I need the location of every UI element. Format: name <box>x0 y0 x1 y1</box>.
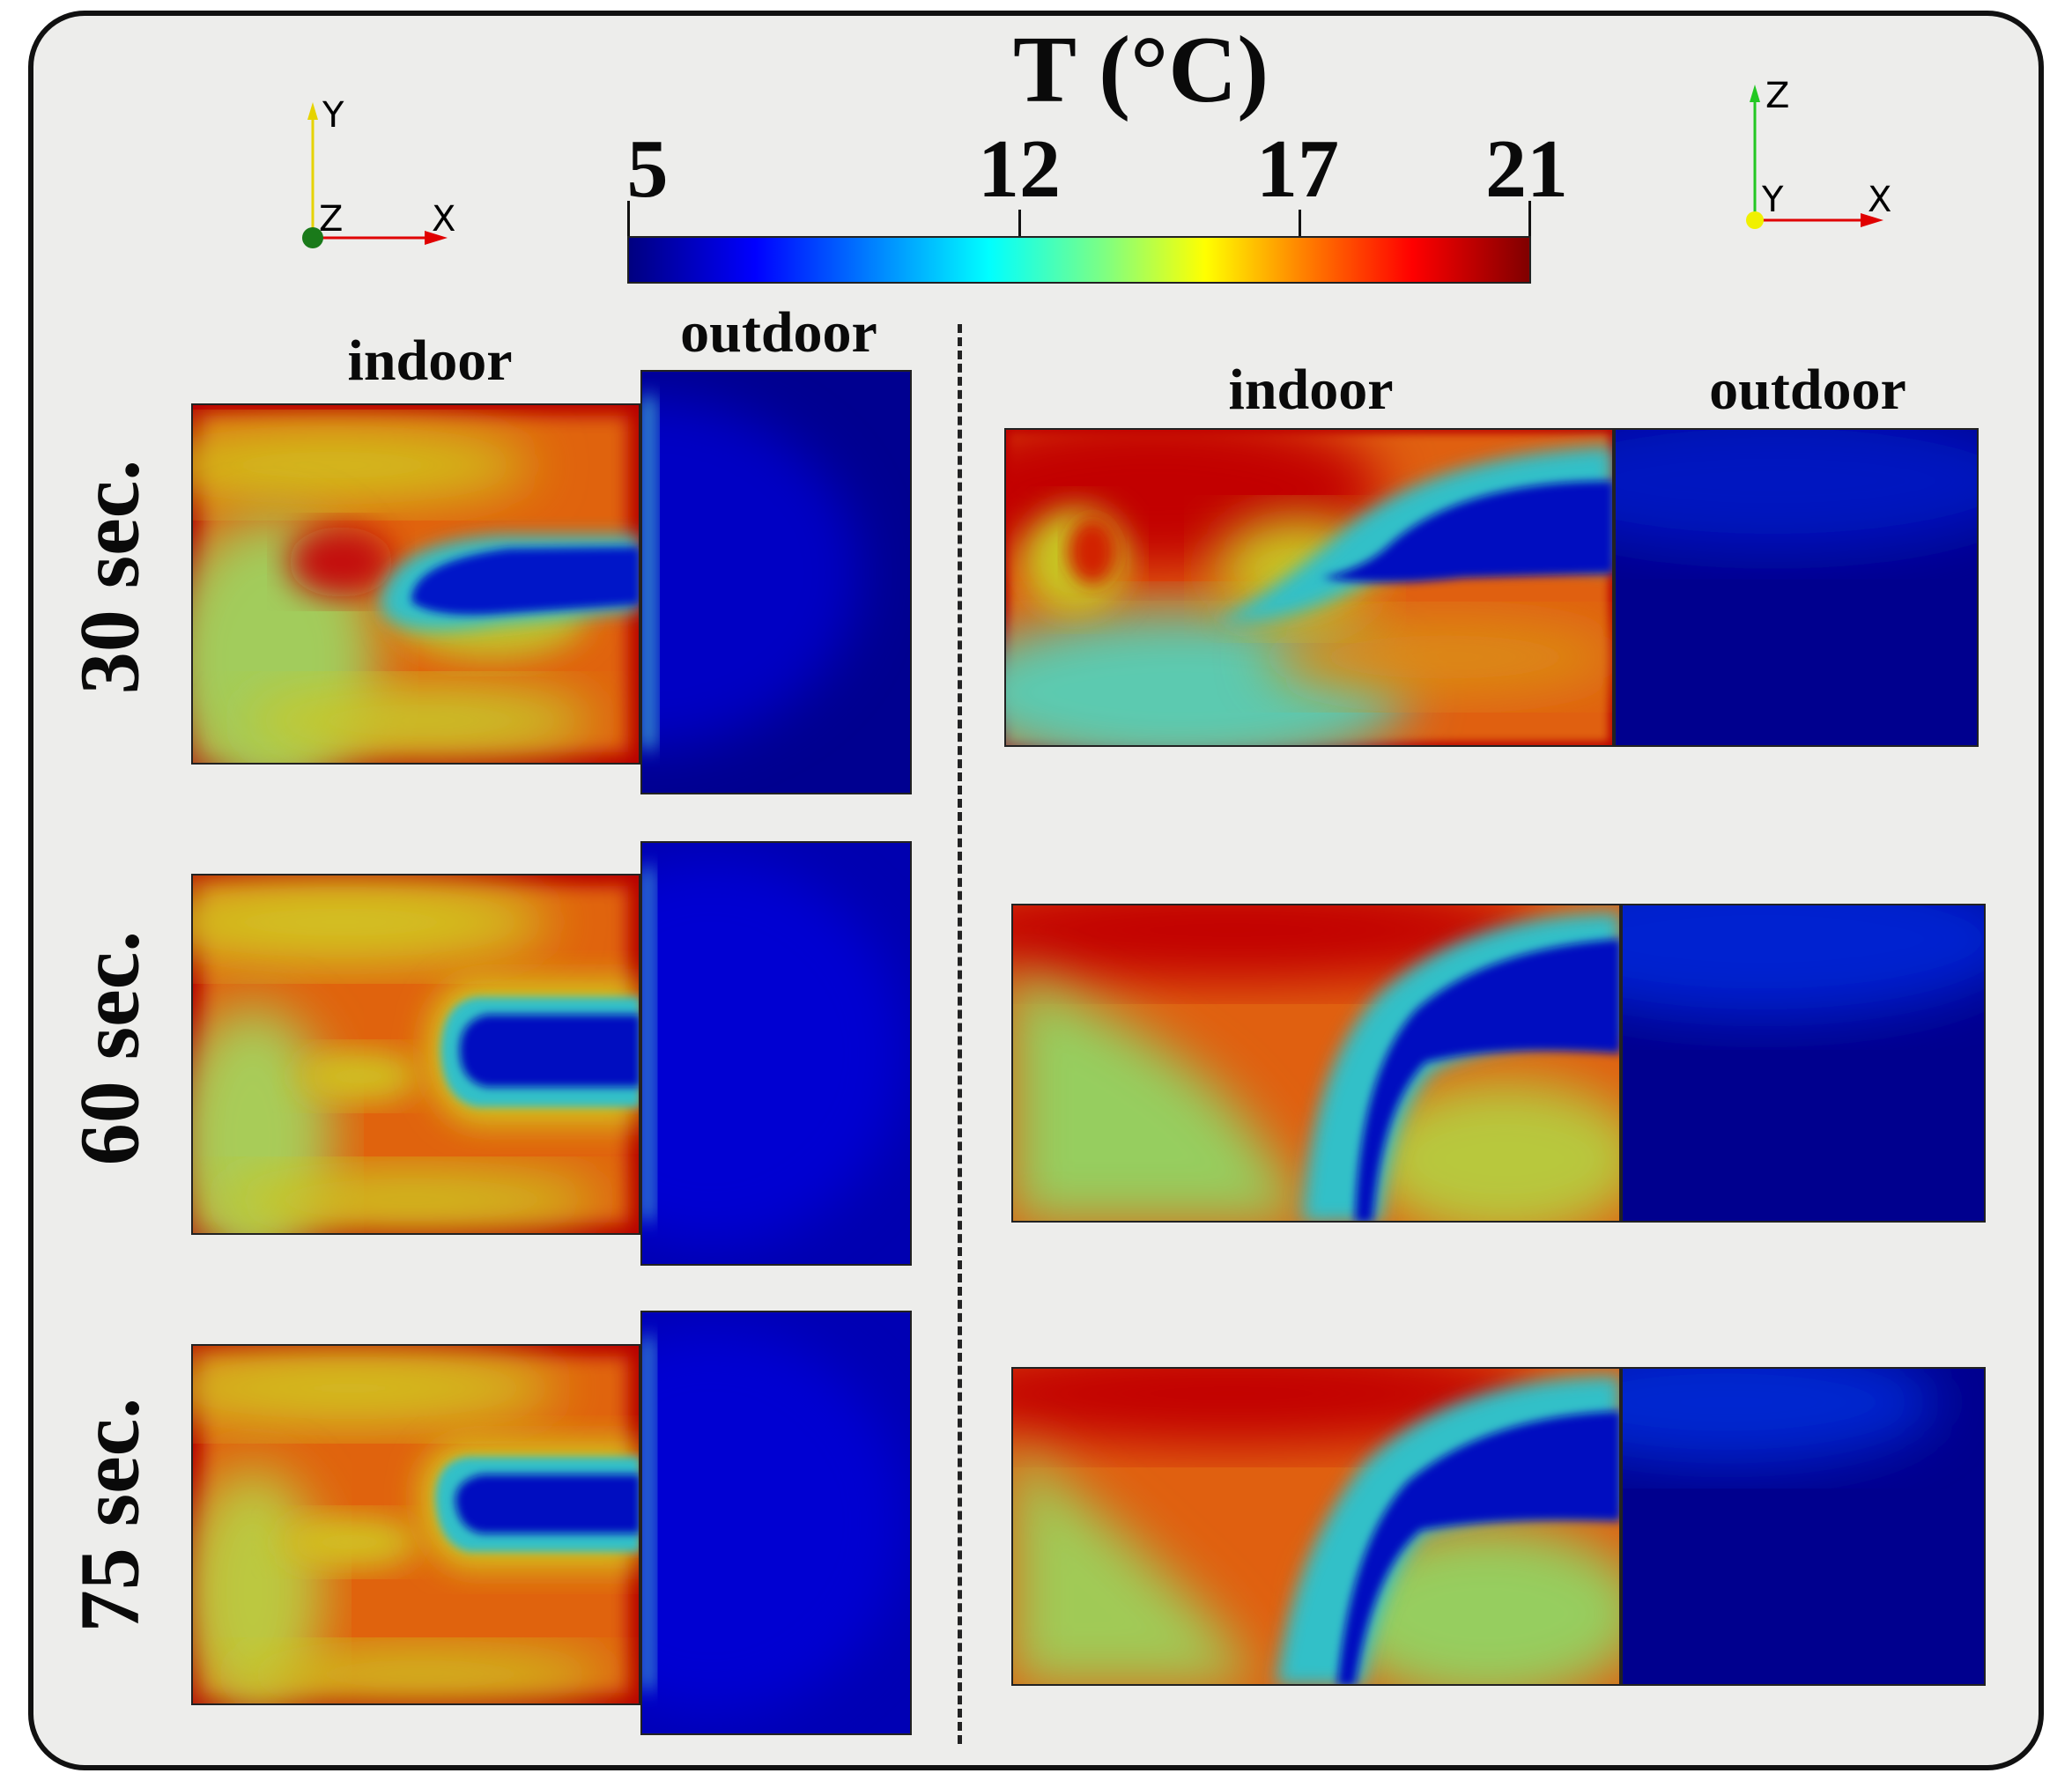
axis-triad-left: Y X Z <box>302 95 455 248</box>
colorbar-tick-label: 12 <box>978 123 1061 215</box>
field-right-75s-indoor <box>1011 1367 1621 1686</box>
axis-triad-right: Z X Y <box>1746 76 1891 229</box>
colorbar-tick-label: 17 <box>1256 123 1339 215</box>
colorbar-tick-label: 21 <box>1485 123 1568 215</box>
field-left-60s-outdoor <box>640 841 912 1266</box>
field-left-60s-indoor <box>191 874 640 1235</box>
colorbar-tick <box>1299 210 1301 254</box>
label-indoor-right: indoor <box>1228 358 1394 422</box>
colorbar <box>627 236 1531 284</box>
field-left-30s-outdoor <box>640 370 912 794</box>
field-right-30s-outdoor <box>1614 428 1979 747</box>
colorbar-tick <box>1018 210 1021 254</box>
colorbar-title: T (°C) <box>1013 18 1269 122</box>
row-label-75s: 75 sec. <box>62 1397 157 1633</box>
axis-label-x: X <box>432 199 455 240</box>
axis-label-y: Y <box>322 95 344 136</box>
colorbar-tick <box>1528 201 1531 254</box>
colorbar-tick-label: 5 <box>626 123 669 215</box>
axis-label-z: Z <box>1765 76 1789 116</box>
field-left-75s-indoor <box>191 1344 640 1705</box>
label-outdoor-right: outdoor <box>1709 358 1906 422</box>
axis-label-x: X <box>1868 180 1891 220</box>
divider-dashed <box>958 324 962 1744</box>
field-right-60s-indoor <box>1011 904 1621 1223</box>
label-outdoor-left: outdoor <box>680 300 877 365</box>
label-indoor-left: indoor <box>347 329 513 393</box>
row-label-30s: 30 sec. <box>62 459 157 695</box>
field-left-30s-indoor <box>191 403 640 765</box>
axis-label-y: Y <box>1761 180 1784 220</box>
field-left-75s-outdoor <box>640 1311 912 1735</box>
row-label-60s: 60 sec. <box>62 930 157 1166</box>
field-right-60s-outdoor <box>1621 904 1986 1223</box>
colorbar-tick <box>627 201 630 254</box>
axis-label-z: Z <box>319 199 343 240</box>
field-right-75s-outdoor <box>1621 1367 1986 1686</box>
field-right-30s-indoor <box>1004 428 1614 747</box>
